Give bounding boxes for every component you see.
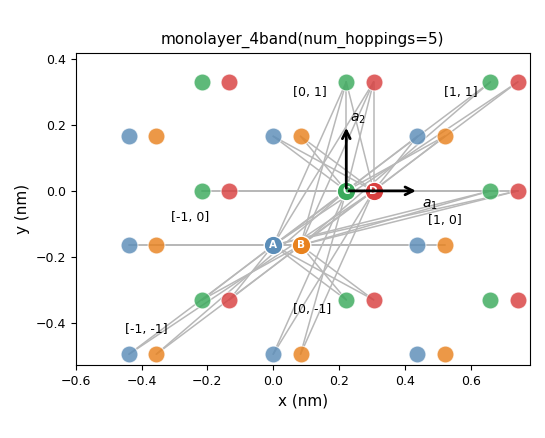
Point [413, 242, 422, 249]
Point [440, 133, 449, 140]
Point [413, 133, 422, 140]
Point [342, 78, 350, 85]
Title: monolayer_4band(num_hoppings=5): monolayer_4band(num_hoppings=5) [161, 32, 445, 49]
Point [513, 297, 522, 304]
Point [440, 351, 449, 358]
Point [225, 78, 234, 85]
Point [269, 242, 277, 249]
Point [370, 78, 378, 85]
Text: [-1, -1]: [-1, -1] [125, 323, 168, 336]
Point [152, 351, 161, 358]
Point [513, 187, 522, 194]
X-axis label: x (nm): x (nm) [278, 394, 328, 409]
Point [342, 187, 350, 194]
Point [125, 351, 134, 358]
Text: [0, 1]: [0, 1] [293, 86, 326, 99]
Text: D: D [370, 186, 378, 196]
Text: $a_2$: $a_2$ [349, 112, 365, 126]
Point [269, 133, 277, 140]
Text: C: C [342, 186, 350, 196]
Point [370, 297, 378, 304]
Point [198, 78, 207, 85]
Point [125, 133, 134, 140]
Text: B: B [296, 240, 305, 250]
Point [370, 187, 378, 194]
Point [486, 187, 495, 194]
Point [440, 242, 449, 249]
Point [296, 242, 305, 249]
Point [513, 78, 522, 85]
Point [198, 187, 207, 194]
Point [296, 133, 305, 140]
Text: [1, 0]: [1, 0] [428, 214, 462, 227]
Text: [1, 1]: [1, 1] [444, 86, 478, 99]
Point [198, 297, 207, 304]
Point [152, 242, 161, 249]
Text: [-1, 0]: [-1, 0] [171, 211, 209, 224]
Point [125, 242, 134, 249]
Point [225, 297, 234, 304]
Point [225, 187, 234, 194]
Text: A: A [269, 240, 277, 250]
Point [296, 351, 305, 358]
Text: [0, -1]: [0, -1] [293, 303, 331, 316]
Point [413, 351, 422, 358]
Point [152, 133, 161, 140]
Point [269, 351, 277, 358]
Point [342, 297, 350, 304]
Text: $a_1$: $a_1$ [422, 198, 438, 212]
Point [486, 297, 495, 304]
Y-axis label: y (nm): y (nm) [15, 184, 30, 234]
Point [486, 78, 495, 85]
